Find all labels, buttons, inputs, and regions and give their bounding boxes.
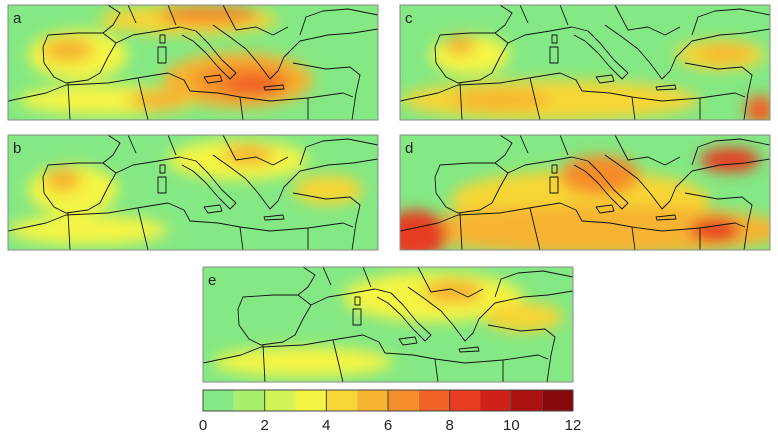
- field-blob: [45, 168, 81, 192]
- field-blob: [128, 90, 188, 110]
- colorbar-bin: [418, 390, 450, 411]
- colorbar-tick-label: 4: [322, 417, 330, 434]
- field-blob: [700, 45, 750, 61]
- field-blob: [223, 145, 273, 165]
- field-blob: [158, 5, 258, 25]
- field-blob: [400, 210, 447, 250]
- field-blob: [293, 175, 363, 205]
- panel-label: e: [208, 272, 216, 289]
- field-blob: [483, 302, 563, 332]
- field-blob: [225, 75, 281, 95]
- field-blob: [450, 90, 550, 110]
- panel-label: d: [405, 140, 413, 157]
- field-blob: [690, 218, 740, 242]
- colorbar-bin: [326, 390, 358, 411]
- field-blob: [43, 38, 93, 62]
- field-blob: [8, 215, 168, 245]
- colorbar-tick-label: 2: [260, 417, 268, 434]
- colorbar-bin: [388, 390, 419, 411]
- colorbar-bin: [542, 390, 573, 411]
- field-blob: [213, 347, 393, 377]
- panel-label: b: [13, 140, 21, 157]
- map-panel: a: [7, 4, 379, 121]
- panel-frame: [399, 134, 771, 251]
- field-blobs: [18, 5, 313, 115]
- field-blob: [423, 280, 483, 304]
- colorbar-tick-label: 6: [384, 417, 392, 434]
- field-blobs: [400, 35, 770, 120]
- colorbar-bin: [511, 390, 543, 411]
- map-panel: d: [399, 134, 771, 251]
- panel-frame: [399, 4, 771, 121]
- colorbar-bin: [233, 390, 265, 411]
- panel-label: c: [405, 10, 413, 27]
- map-field: [203, 267, 573, 382]
- colorbar-tick-label: 10: [503, 417, 520, 434]
- map-field: [400, 135, 770, 250]
- field-blob: [560, 155, 640, 195]
- map-field: [400, 5, 770, 120]
- field-blob: [445, 35, 475, 55]
- map-field: [8, 135, 378, 250]
- colorbar-bin: [264, 390, 296, 411]
- field-blob: [745, 95, 770, 120]
- colorbar-bin: [203, 390, 234, 411]
- colorbar-tick-label: 8: [445, 417, 453, 434]
- colorbar-bin: [449, 390, 481, 411]
- panel-frame: [7, 134, 379, 251]
- field-blob: [410, 205, 770, 250]
- colorbar-tick-label: 12: [565, 417, 582, 434]
- field-blob: [700, 148, 760, 172]
- colorbar-bin: [295, 390, 327, 411]
- panel-frame: [202, 266, 574, 383]
- colorbar-tick-label: 0: [199, 417, 207, 434]
- panel-label: a: [13, 10, 22, 27]
- colorbar-bin: [357, 390, 388, 411]
- map-panel: e: [202, 266, 574, 383]
- field-blobs: [213, 272, 563, 377]
- colorbar-bin: [480, 390, 512, 411]
- map-panel: c: [399, 4, 771, 121]
- map-field: [8, 5, 378, 120]
- map-panel: b: [7, 134, 379, 251]
- panel-frame: [7, 4, 379, 121]
